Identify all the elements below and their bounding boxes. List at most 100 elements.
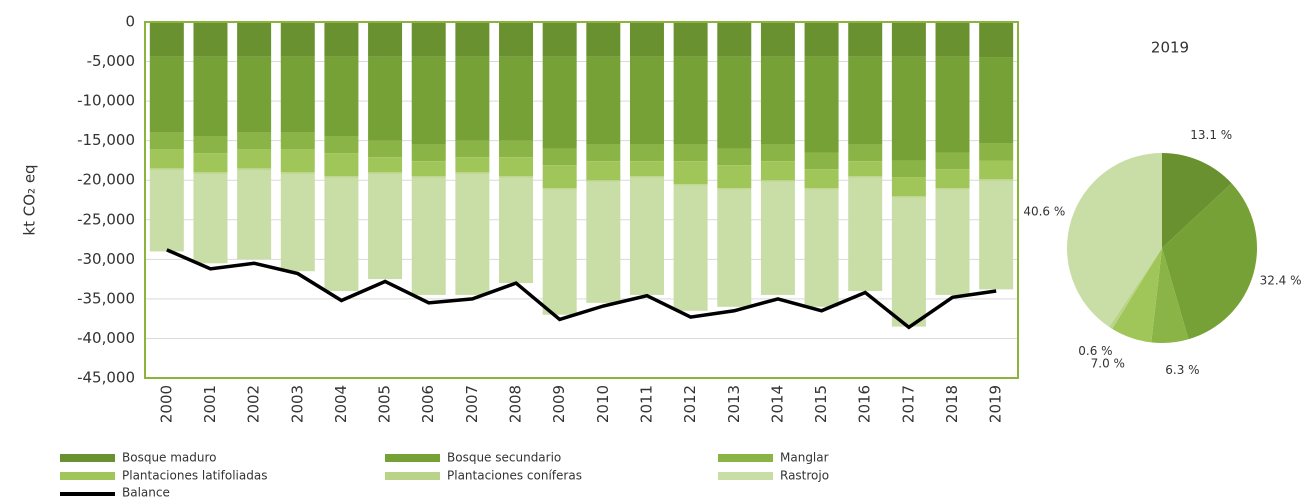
bar-segment (935, 189, 970, 295)
y-tick-label: -30,000 (77, 250, 135, 268)
bar-segment (193, 56, 228, 137)
y-tick-label: -40,000 (77, 329, 135, 347)
bar-segment (586, 56, 621, 145)
pie-label: 32.4 % (1260, 273, 1302, 287)
bar-segment (586, 161, 621, 181)
bar-segment (804, 188, 839, 190)
bar-segment (542, 189, 577, 315)
bar-segment (324, 177, 359, 291)
bar-segment (237, 149, 272, 169)
bar-segment (760, 180, 795, 182)
bar-segment (673, 185, 708, 311)
legend-swatch (385, 454, 440, 462)
bar-segment (586, 180, 621, 182)
bar-segment (629, 56, 664, 145)
plot-frame (144, 21, 1019, 379)
bar-segment (673, 184, 708, 186)
pie-slice (1151, 248, 1189, 343)
bar-segment (499, 177, 534, 284)
bar-segment (499, 56, 534, 141)
legend-label: Bosque maduro (122, 451, 217, 465)
bar-segment (193, 153, 228, 173)
bar-segment (935, 169, 970, 189)
bar-segment (891, 22, 926, 57)
bar-segment (149, 168, 184, 170)
y-axis-label: kt CO₂ eq (21, 164, 39, 235)
x-tick-label: 2016 (856, 385, 874, 423)
legend-label: Plantaciones latifoliadas (122, 469, 267, 483)
bar-segment (848, 161, 883, 177)
x-tick-label: 2005 (376, 385, 394, 423)
bar-segment (760, 161, 795, 181)
legend-swatch (385, 472, 440, 480)
bar-segment (542, 188, 577, 190)
pie-title: 2019 (1151, 39, 1189, 57)
x-tick-label: 2012 (681, 385, 699, 423)
x-tick-label: 2006 (419, 385, 437, 423)
bar-segment (542, 56, 577, 149)
x-tick-label: 2007 (463, 385, 481, 423)
legend-swatch (718, 454, 773, 462)
bar-segment (891, 56, 926, 161)
pie-label: 0.6 % (1078, 344, 1112, 358)
bar-segment (542, 165, 577, 189)
bar-segment (848, 177, 883, 291)
bar-segment (979, 160, 1014, 180)
bar-segment (717, 22, 752, 57)
bar-segment (979, 57, 1014, 144)
bar-segment (193, 173, 228, 264)
bar-segment (149, 132, 184, 150)
bar-segment (368, 173, 403, 280)
y-tick-label: -25,000 (77, 210, 135, 228)
bar-segment (411, 177, 446, 295)
bar-segment (455, 157, 490, 173)
bar-segment (891, 197, 926, 327)
pie-slice (1112, 248, 1162, 343)
bar-segment (848, 176, 883, 178)
x-tick-label: 2019 (987, 385, 1005, 423)
bar-segment (368, 56, 403, 141)
bar-segment (935, 188, 970, 190)
bar-segment (193, 136, 228, 154)
bar-segment (499, 157, 534, 177)
bar-segment (455, 172, 490, 174)
y-tick-label: -35,000 (77, 289, 135, 307)
bar-segment (586, 144, 621, 162)
pie-slice (1067, 153, 1162, 327)
legend-swatch (718, 472, 773, 480)
bar-segment (193, 172, 228, 174)
legend-swatch (60, 472, 115, 480)
bar-segment (280, 173, 315, 272)
bar-segment (935, 152, 970, 170)
bar-segment (979, 179, 1014, 181)
bar-segment (499, 22, 534, 57)
bar-segment (411, 176, 446, 178)
bar-segment (368, 140, 403, 158)
y-tick-label: -45,000 (77, 369, 135, 387)
bar-segment (804, 152, 839, 170)
bar-segment (673, 22, 708, 57)
bar-segment (411, 22, 446, 57)
bar-segment (760, 22, 795, 57)
bar-segment (237, 169, 272, 260)
bar-segment (979, 22, 1014, 58)
y-tick-label: 0 (125, 13, 135, 31)
bar-segment (280, 56, 315, 133)
bar-segment (542, 22, 577, 57)
bar-segment (149, 169, 184, 252)
x-tick-label: 2011 (637, 385, 655, 423)
bar-segment (324, 22, 359, 57)
bar-segment (237, 132, 272, 150)
bar-segment (280, 132, 315, 150)
bar-segment (717, 56, 752, 149)
x-tick-label: 2017 (899, 385, 917, 423)
bar-segment (717, 188, 752, 190)
pie-slice (1109, 248, 1162, 329)
bar-segment (629, 177, 664, 295)
bar-segment (499, 140, 534, 158)
pie-label: 6.3 % (1165, 363, 1199, 377)
bar-segment (629, 176, 664, 178)
pie-slice (1162, 183, 1257, 340)
bar-segment (542, 148, 577, 166)
